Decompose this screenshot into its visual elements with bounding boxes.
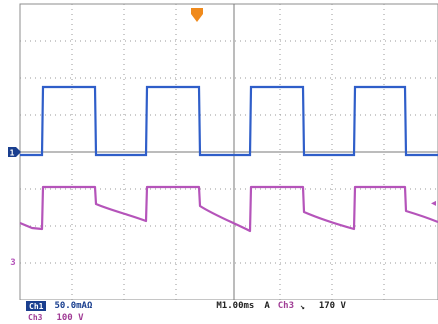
trigger-level-marker: ◂ bbox=[431, 198, 436, 209]
ch3-ground-label: 3 bbox=[10, 258, 15, 268]
trigger-slope-icon: ↘ bbox=[300, 301, 305, 311]
ch3-waveform bbox=[19, 185, 438, 233]
ch3-ground-marker: 3 bbox=[10, 258, 15, 268]
status-row-top: Ch1 50.0mAΩ M1.00ms A Ch3 ↘ 170 V bbox=[0, 300, 438, 312]
timebase: M1.00ms bbox=[216, 301, 255, 311]
trigger-position-marker bbox=[191, 8, 203, 22]
status-bar: Ch1 50.0mAΩ M1.00ms A Ch3 ↘ 170 V Ch3 10… bbox=[0, 300, 438, 324]
trigger-mode: A bbox=[264, 301, 270, 311]
ch3-tag: Ch3 bbox=[28, 313, 43, 322]
ch1-ground-label: 1 bbox=[10, 149, 15, 158]
ch3-scale: 100 V bbox=[56, 313, 84, 323]
trigger-source: Ch3 bbox=[277, 301, 295, 311]
status-row-bottom: Ch3 100 V bbox=[0, 312, 84, 324]
ch1-waveform bbox=[20, 85, 438, 157]
ch1-tag: Ch1 bbox=[26, 301, 47, 311]
ch1-scale: 50.0mAΩ bbox=[54, 301, 93, 311]
ch1-ground-marker: 1 bbox=[8, 147, 21, 158]
trigger-level-value: 170 V bbox=[318, 301, 346, 311]
